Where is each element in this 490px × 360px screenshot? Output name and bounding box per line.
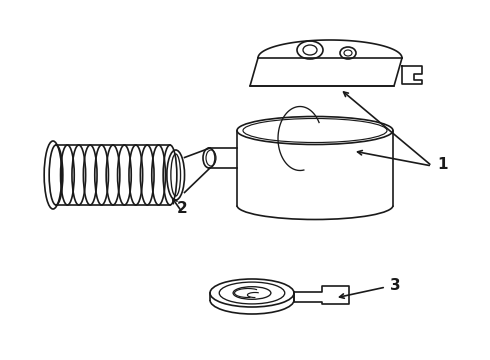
Text: 2: 2 [176, 201, 187, 216]
Text: 1: 1 [437, 157, 447, 171]
Text: 3: 3 [390, 279, 401, 293]
